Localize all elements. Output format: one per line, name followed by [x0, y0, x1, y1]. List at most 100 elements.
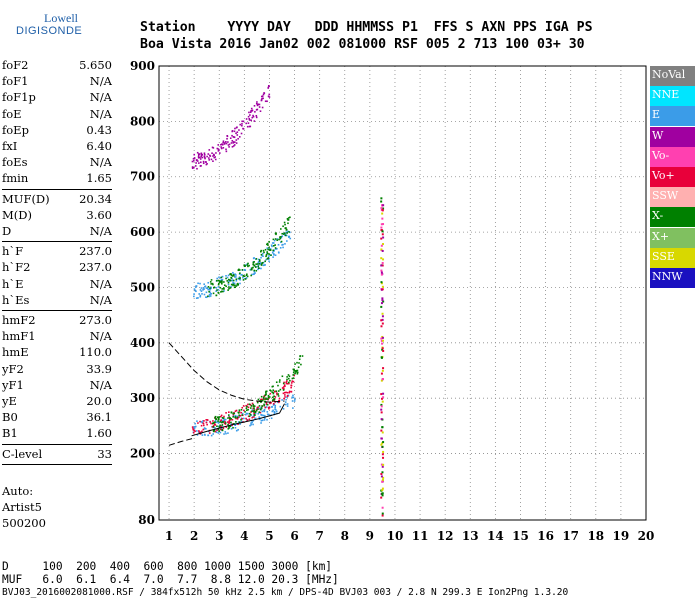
echo-point — [293, 400, 296, 402]
echo-point — [268, 260, 270, 263]
echo-point — [281, 244, 283, 246]
echo-point — [193, 157, 196, 159]
echo-point — [223, 281, 225, 283]
interference-point — [381, 315, 384, 318]
echo-point — [265, 391, 267, 394]
echo-point — [301, 355, 304, 357]
echo-point — [260, 422, 262, 424]
echo-point — [241, 123, 243, 125]
echo-point — [215, 152, 217, 154]
profile-line — [191, 403, 285, 437]
echo-point — [252, 407, 255, 410]
echo-point — [273, 398, 275, 400]
echo-point — [287, 381, 290, 384]
echo-point — [255, 114, 258, 117]
param-label: yF1 — [2, 377, 24, 392]
echo-point — [221, 424, 224, 426]
echo-point — [255, 269, 258, 272]
echo-point — [264, 100, 267, 103]
interference-point — [380, 372, 383, 375]
interference-point — [380, 223, 383, 226]
echo-point — [199, 294, 202, 297]
echo-point — [265, 390, 267, 393]
echo-point — [197, 282, 199, 285]
echo-point — [292, 394, 294, 397]
echo-point — [250, 423, 252, 426]
echo-point — [266, 403, 269, 406]
echo-point — [285, 382, 288, 385]
param-row: foF1p N/A — [2, 90, 112, 106]
param-value: 237.0 — [79, 260, 112, 275]
echo-point — [234, 427, 237, 429]
echo-point — [230, 423, 233, 425]
echo-point — [289, 237, 292, 240]
interference-point — [381, 431, 384, 434]
legend-item: X- — [650, 207, 695, 228]
echo-point — [260, 267, 262, 270]
echo-point — [202, 160, 205, 163]
echo-point — [196, 159, 198, 161]
echo-point — [229, 279, 232, 282]
echo-point — [195, 297, 198, 299]
echo-point — [260, 249, 263, 252]
echo-point — [277, 395, 280, 397]
echo-point — [290, 382, 293, 384]
echo-point — [193, 295, 195, 298]
echo-point — [257, 265, 260, 268]
echo-point — [192, 431, 195, 434]
echo-point — [200, 287, 203, 289]
interference-point — [381, 442, 384, 445]
echo-point — [231, 130, 234, 133]
echo-point — [288, 390, 291, 393]
echo-point — [282, 389, 285, 391]
echo-point — [217, 432, 220, 434]
param-value: N/A — [89, 155, 112, 170]
echo-point — [285, 380, 288, 382]
interference-point — [381, 471, 384, 474]
echo-point — [237, 423, 239, 426]
echo-point — [226, 137, 228, 140]
echo-point — [260, 408, 262, 411]
echo-point — [212, 420, 214, 422]
interference-point — [381, 378, 384, 381]
echo-point — [217, 150, 220, 152]
echo-point — [255, 109, 258, 111]
echo-point — [253, 414, 256, 416]
param-row: M(D) 3.60 — [2, 208, 112, 224]
interference-point — [380, 237, 383, 240]
echo-point — [249, 114, 251, 116]
param-value: 36.1 — [86, 410, 112, 425]
echo-point — [227, 423, 229, 426]
echo-point — [284, 394, 286, 396]
echo-point — [191, 166, 194, 168]
echo-point — [282, 246, 284, 249]
echo-point — [252, 115, 255, 118]
echo-point — [250, 411, 252, 413]
echo-point — [246, 125, 249, 128]
echo-point — [273, 249, 275, 252]
echo-point — [261, 95, 264, 97]
echo-point — [280, 236, 283, 239]
echo-point — [217, 416, 219, 419]
echo-point — [223, 143, 226, 145]
echo-point — [208, 154, 211, 157]
echo-point — [284, 234, 287, 237]
echo-point — [222, 287, 225, 289]
echo-point — [266, 243, 268, 246]
param-label: h`F2 — [2, 260, 31, 275]
interference-point — [380, 356, 383, 359]
echo-point — [235, 139, 238, 141]
interference-point — [381, 261, 384, 264]
interference-point — [381, 342, 384, 345]
echo-point — [216, 277, 218, 280]
echo-point — [202, 289, 204, 291]
echo-point — [253, 273, 255, 275]
echo-point — [247, 115, 250, 118]
echo-point — [247, 265, 249, 268]
echo-point — [206, 419, 209, 421]
echo-point — [227, 414, 230, 416]
echo-point — [252, 419, 255, 422]
echo-point — [260, 256, 262, 259]
param-row: foE N/A — [2, 107, 112, 123]
echo-point — [260, 414, 262, 416]
